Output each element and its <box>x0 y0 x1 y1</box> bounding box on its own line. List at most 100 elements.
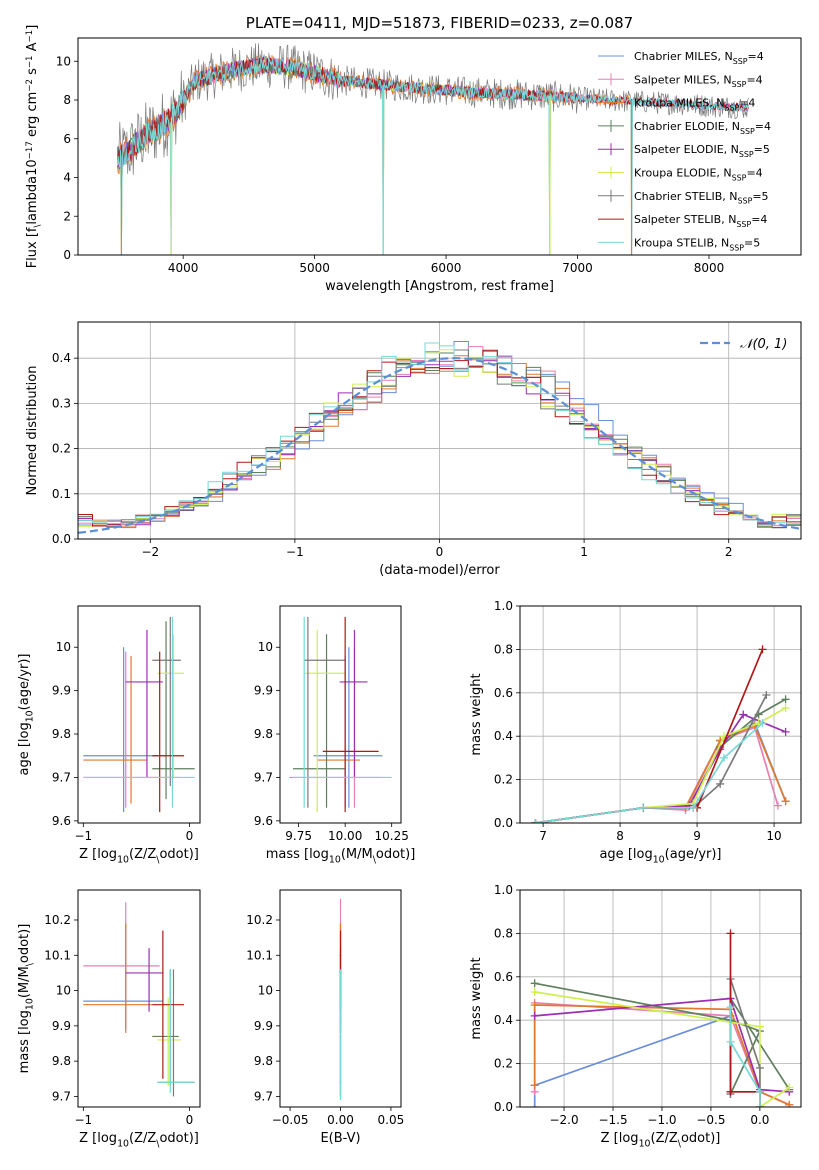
x-tick-label: 10 <box>766 829 781 843</box>
y-tick-label: 8 <box>63 93 71 107</box>
x-axis-label: Z [log10(Z/Z\odot)] <box>601 1131 721 1150</box>
y-tick-label: 10.2 <box>246 913 273 927</box>
x-tick-label: 9 <box>693 829 701 843</box>
weight-vs-age-plot-area <box>531 645 790 823</box>
weight-marker <box>639 803 648 812</box>
x-tick-label: −1 <box>74 829 92 843</box>
y-tick-label: 0.4 <box>494 729 513 743</box>
y-tick-label: 10.1 <box>246 948 273 962</box>
x-tick-label: −1.5 <box>598 1113 627 1127</box>
y-tick-label: 9.9 <box>254 1019 273 1033</box>
y-axis-label: mass weight <box>469 957 484 1039</box>
weight-marker <box>739 710 748 719</box>
y-tick-label: 0.6 <box>494 970 513 984</box>
y-tick-label: 10 <box>258 984 273 998</box>
weight-marker <box>755 1063 764 1072</box>
weight-line-9 <box>729 1007 761 1107</box>
legend-label: Salpeter STELIB, NSSP=4 <box>634 213 767 229</box>
x-axis-label: mass [log10(M/M\odot)] <box>266 847 416 866</box>
weight-marker <box>781 797 790 806</box>
data-point <box>172 672 175 675</box>
y-tick-label: 0.4 <box>52 351 71 365</box>
x-tick-label: 0 <box>186 829 194 843</box>
weight-marker <box>530 1081 539 1090</box>
residual-hist-plot-area <box>78 341 801 534</box>
weight-marker <box>781 727 790 736</box>
y-tick-label: 10 <box>56 640 71 654</box>
y-tick-label: 9.9 <box>254 684 273 698</box>
legend-label: Kroupa STELIB, NSSP=5 <box>634 236 760 252</box>
x-tick-label: 5000 <box>299 261 330 275</box>
data-point <box>307 659 309 662</box>
axes-frame <box>519 889 802 1108</box>
spectrum-panel: 4000 5000 6000 7000 8000 0 2 4 6 8 10 wavelength [A… <box>25 14 802 294</box>
y-tick-label: 1.0 <box>494 599 513 613</box>
mass-vs-z-plot-area <box>83 902 195 1097</box>
y-tick-label: 9.6 <box>254 814 273 828</box>
legend-label: Chabrier ELODIE, NSSP=4 <box>634 120 771 136</box>
axes-frame <box>77 37 802 256</box>
x-tick-label: −1 <box>286 545 304 559</box>
weight-line-1 <box>533 1015 761 1107</box>
data-point <box>316 672 319 675</box>
weight-marker <box>720 753 729 762</box>
weight-marker <box>762 690 771 699</box>
data-point <box>325 767 328 770</box>
residual-hist-panel: −2 −1 0 1 2 0.0 0.1 0.2 0.3 0.4 (data-model)/error… <box>25 321 802 578</box>
data-point <box>167 1039 169 1041</box>
x-tick-label: −1.0 <box>647 1113 676 1127</box>
weight-vs-z-panel: −2.0 −1.5 −1.0 −0.5 0.0 0.0 0.2 0.4 0.6 0.8 1.0 Z [… <box>469 883 802 1150</box>
data-point <box>146 681 148 683</box>
weight-line-6 <box>535 707 787 823</box>
mass-vs-ebv-plot-area <box>339 898 342 1100</box>
data-point <box>122 754 125 757</box>
weight-marker <box>781 695 790 704</box>
weight-marker <box>530 1103 539 1107</box>
age-vs-z-panel: −1 0 9.6 9.7 9.8 9.9 10 Z [log10(Z/Z\odot)] age … <box>17 605 201 866</box>
data-point <box>348 754 350 757</box>
y-tick-label: 9.7 <box>254 1089 273 1103</box>
x-tick-label: 0.0 <box>750 1113 769 1127</box>
data-point <box>303 776 306 779</box>
spectrum-line-9 <box>116 57 749 255</box>
legend-label: Kroupa ELODIE, NSSP=4 <box>634 167 763 183</box>
weight-marker <box>530 1001 539 1010</box>
y-tick-label: 9.7 <box>52 770 71 784</box>
y-tick-label: 9.8 <box>254 727 273 741</box>
y-tick-label: 0.0 <box>52 532 71 546</box>
spectrum-plot-area <box>116 43 749 255</box>
x-tick-label: −2.0 <box>549 1113 578 1127</box>
y-tick-label: 0.4 <box>494 1013 513 1027</box>
weight-marker <box>726 1087 735 1096</box>
weight-marker <box>755 1022 764 1031</box>
x-axis-label: wavelength [Angstrom, rest frame] <box>325 279 554 294</box>
y-axis-label: age [log10(age/yr)] <box>17 653 36 775</box>
legend-label: Salpeter MILES, NSSP=4 <box>634 73 763 89</box>
axes-frame <box>279 605 402 824</box>
x-tick-label: 0.00 <box>327 1113 354 1127</box>
weight-marker <box>785 1100 794 1107</box>
weight-marker <box>689 803 698 812</box>
y-tick-label: 9.8 <box>52 727 71 741</box>
x-tick-label: 0 <box>186 1113 194 1127</box>
x-axis-label: (data-model)/error <box>379 563 500 578</box>
weight-marker <box>530 1011 539 1020</box>
x-axis-label: E(B-V) <box>320 1131 360 1146</box>
weight-vs-z-plot-area <box>530 929 794 1107</box>
weight-marker <box>716 779 725 788</box>
y-tick-label: 4 <box>63 171 71 185</box>
data-point <box>339 954 342 957</box>
weight-marker <box>726 1003 735 1012</box>
x-tick-label: 0.05 <box>378 1113 405 1127</box>
y-tick-label: 0.2 <box>494 773 513 787</box>
data-point <box>344 750 346 753</box>
y-tick-label: 0.1 <box>52 487 71 501</box>
data-point <box>353 681 356 683</box>
weight-marker <box>773 801 782 810</box>
x-tick-label: 0 <box>436 545 444 559</box>
spectrum-line-7 <box>117 43 749 179</box>
weight-marker <box>531 819 540 823</box>
x-tick-label: −0.5 <box>696 1113 725 1127</box>
y-tick-label: 9.9 <box>52 684 71 698</box>
weight-marker <box>785 1083 794 1092</box>
